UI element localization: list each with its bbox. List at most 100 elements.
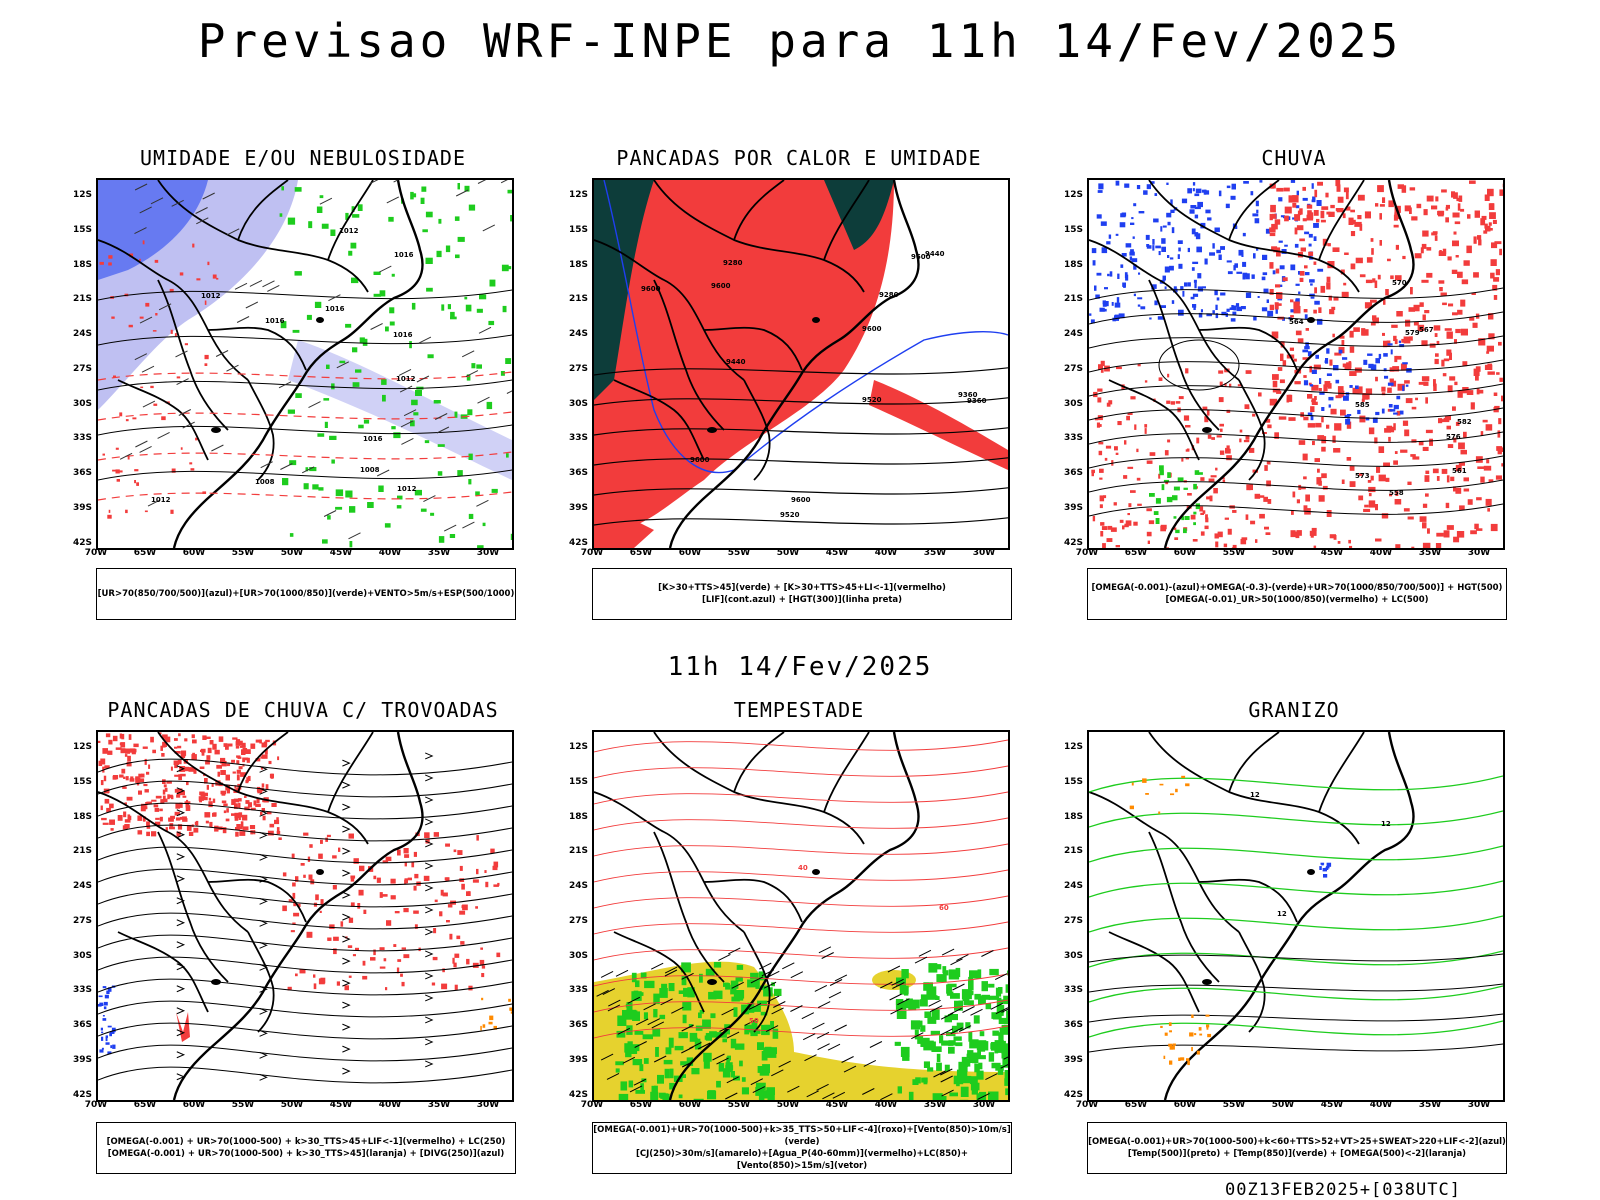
- field-cell: [1338, 390, 1345, 398]
- lat-tick-label: 12S: [72, 190, 92, 200]
- field-cell: [249, 825, 256, 830]
- field-cell: [960, 1086, 969, 1097]
- wind-vector: [863, 1059, 877, 1067]
- field-cell: [1099, 504, 1103, 509]
- field-cell: [1193, 511, 1197, 515]
- lon-tick-label: 40W: [1369, 1100, 1393, 1110]
- field-cell: [1317, 435, 1325, 440]
- field-cell: [472, 879, 479, 883]
- field-cell: [1170, 793, 1175, 796]
- field-cell: [167, 794, 173, 798]
- field-cell: [1313, 364, 1321, 370]
- wind-vector: [914, 956, 928, 964]
- field-cell: [1463, 488, 1470, 492]
- contour-label: 9600: [641, 285, 661, 293]
- wind-vector: [759, 962, 772, 970]
- field-cell: [1321, 863, 1324, 866]
- wind-vector: [981, 950, 994, 957]
- field-cell: [373, 293, 382, 297]
- wind-vector: [323, 510, 337, 517]
- contour-line: [594, 921, 1008, 935]
- field-cell: [1440, 292, 1447, 296]
- field-cell: [453, 962, 457, 968]
- field-cell: [1429, 438, 1433, 446]
- field-cell: [357, 903, 361, 909]
- field-cell: [1404, 205, 1411, 212]
- field-cell: [1264, 526, 1269, 530]
- field-cell: [1445, 217, 1449, 223]
- field-cell: [1460, 299, 1466, 307]
- field-cell: [1340, 409, 1346, 416]
- field-cell: [1181, 516, 1184, 521]
- field-cell: [122, 825, 128, 830]
- field-cell: [1239, 429, 1243, 433]
- field-cell: [1466, 245, 1472, 254]
- field-cell: [726, 1056, 730, 1067]
- field-cell: [705, 968, 715, 976]
- field-cell: [1368, 427, 1375, 435]
- field-cell: [294, 187, 302, 192]
- field-cell: [632, 1059, 643, 1066]
- field-cell: [1151, 284, 1157, 289]
- field-cell: [1106, 241, 1111, 245]
- field-cell: [1307, 210, 1312, 218]
- field-cell: [137, 815, 143, 821]
- field-cell: [109, 819, 115, 825]
- country-border: [743, 931, 771, 1033]
- field-cell: [445, 245, 451, 253]
- field-cell: [256, 786, 261, 792]
- arrow-head: [342, 1067, 351, 1075]
- field-cell: [433, 928, 437, 934]
- field-cell: [115, 747, 122, 750]
- field-cell: [437, 471, 443, 476]
- field-cell: [1100, 531, 1104, 537]
- field-cell: [1455, 464, 1462, 472]
- lon-tick-label: 45W: [1320, 548, 1344, 558]
- field-cell: [1482, 419, 1488, 423]
- lon-tick-label: 45W: [825, 1100, 849, 1110]
- field-cell: [510, 1011, 512, 1014]
- wind-vector: [933, 1070, 946, 1078]
- field-cell: [1186, 448, 1190, 451]
- field-cell: [1113, 502, 1117, 506]
- wind-vector: [1000, 1063, 1008, 1069]
- field-cell: [204, 354, 209, 360]
- field-cell: [930, 1041, 936, 1051]
- field-cell: [112, 735, 118, 742]
- field-cell: [1309, 365, 1312, 373]
- field-cell: [1296, 530, 1302, 536]
- field-cell: [1241, 252, 1244, 257]
- field-cell: [1127, 466, 1134, 469]
- field-cell: [1390, 426, 1395, 433]
- field-cell: [1091, 469, 1095, 474]
- contour-line: [594, 999, 1008, 1013]
- field-cell: [1345, 191, 1349, 200]
- contour-line: [1089, 1013, 1503, 1023]
- field-cell: [493, 884, 499, 887]
- field-cell: [152, 749, 156, 754]
- field-cell: [1161, 484, 1165, 491]
- field-cell: [113, 375, 116, 378]
- wind-vector: [802, 1033, 816, 1041]
- lon-tick-label: 30W: [476, 1100, 500, 1110]
- field-cell: [1460, 328, 1468, 336]
- field-cell: [1323, 874, 1328, 878]
- field-cell: [1392, 366, 1400, 372]
- field-cell: [1486, 345, 1494, 352]
- field-cell: [1320, 210, 1325, 219]
- field-cell: [1425, 397, 1428, 404]
- field-cell: [320, 839, 323, 844]
- field-cell: [1272, 213, 1277, 219]
- wind-vector: [949, 1007, 962, 1015]
- field-cell: [1137, 297, 1143, 300]
- field-cell: [234, 785, 237, 789]
- field-cell: [1263, 496, 1268, 502]
- field-cell: [506, 453, 509, 458]
- field-cell: [1308, 233, 1313, 238]
- field-cell: [1171, 227, 1175, 234]
- field-cell: [145, 302, 150, 307]
- field-cell: [455, 254, 460, 259]
- field-cell: [1330, 204, 1335, 209]
- lake: [1202, 979, 1212, 985]
- wind-vector: [476, 499, 489, 507]
